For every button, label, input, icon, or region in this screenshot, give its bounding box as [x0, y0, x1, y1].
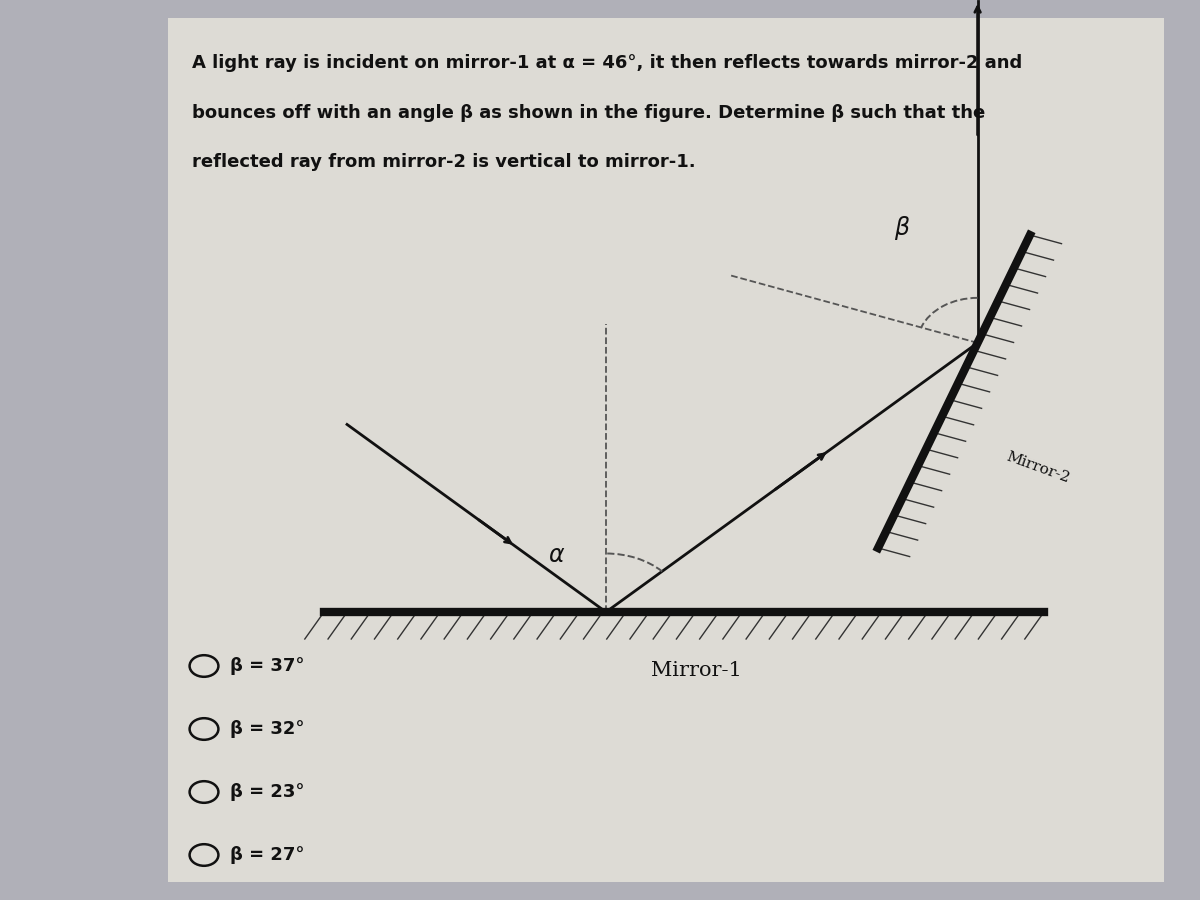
Text: A light ray is incident on mirror-1 at α = 46°, it then reflects towards mirror-: A light ray is incident on mirror-1 at α… [192, 54, 1022, 72]
Text: $\alpha$: $\alpha$ [548, 544, 565, 568]
Text: reflected ray from mirror-2 is vertical to mirror-1.: reflected ray from mirror-2 is vertical … [192, 153, 696, 171]
FancyBboxPatch shape [168, 18, 1164, 882]
Text: β = 23°: β = 23° [230, 783, 305, 801]
Text: Mirror-1: Mirror-1 [650, 662, 742, 680]
Text: Mirror-2: Mirror-2 [1004, 450, 1072, 486]
Text: bounces off with an angle β as shown in the figure. Determine β such that the: bounces off with an angle β as shown in … [192, 104, 985, 122]
Text: β = 32°: β = 32° [230, 720, 305, 738]
Text: $\beta$: $\beta$ [894, 214, 910, 242]
Text: β = 27°: β = 27° [230, 846, 305, 864]
Text: β = 37°: β = 37° [230, 657, 305, 675]
